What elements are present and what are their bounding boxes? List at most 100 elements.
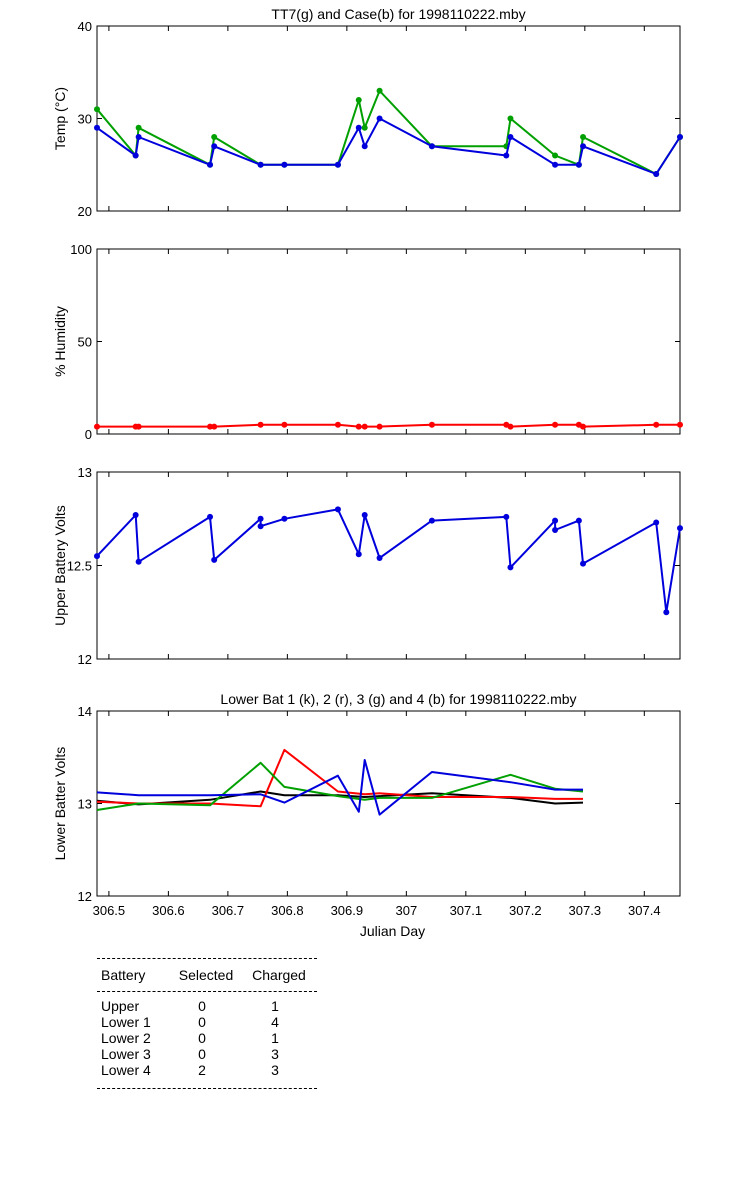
data-point bbox=[663, 609, 670, 616]
plot-frame bbox=[96, 471, 681, 660]
table-divider-bottom bbox=[97, 1088, 317, 1089]
x-tick-label: 306.8 bbox=[271, 903, 304, 918]
row-charged: 1 bbox=[271, 998, 279, 1014]
data-point bbox=[361, 143, 368, 150]
y-tick-label: 20 bbox=[78, 204, 92, 219]
data-point bbox=[361, 423, 368, 430]
data-point bbox=[355, 97, 362, 103]
y-tick-label: 0 bbox=[85, 427, 92, 442]
data-point bbox=[135, 134, 142, 140]
data-point bbox=[94, 553, 100, 560]
humidity-chart: 0 50 100 % Humidity bbox=[52, 242, 683, 442]
table-row: Lower 3 0 3 bbox=[97, 1046, 317, 1062]
data-point bbox=[428, 143, 435, 150]
series-line-green bbox=[96, 89, 681, 175]
y-tick-label: 12.5 bbox=[67, 559, 92, 574]
data-point bbox=[507, 423, 514, 430]
lower-battery-chart: 306.5 306.6 306.7 306.8 306.9 307 307.1 307.2 30… bbox=[52, 691, 681, 939]
data-point bbox=[580, 423, 587, 430]
series-line-red bbox=[97, 423, 680, 428]
data-point bbox=[281, 421, 288, 428]
y-axis-label: % Humidity bbox=[52, 306, 68, 377]
y-tick-label: 12 bbox=[78, 889, 92, 904]
header-selected: Selected bbox=[178, 967, 234, 983]
table-divider-mid bbox=[97, 991, 317, 992]
x-tick-label: 306.7 bbox=[212, 903, 245, 918]
row-charged: 4 bbox=[271, 1014, 279, 1030]
row-battery: Lower 1 bbox=[101, 1014, 151, 1030]
y-tick-label: 30 bbox=[78, 112, 92, 127]
data-point bbox=[428, 421, 435, 428]
series-line-blue bbox=[96, 508, 681, 614]
data-point bbox=[653, 171, 660, 177]
data-point bbox=[257, 515, 264, 522]
y-tick-label: 100 bbox=[70, 242, 92, 257]
data-point bbox=[580, 134, 587, 140]
x-tick-label: 307 bbox=[395, 903, 417, 918]
x-tick-label: 306.9 bbox=[331, 903, 364, 918]
data-point bbox=[135, 124, 142, 131]
data-point bbox=[507, 564, 514, 571]
data-point bbox=[207, 513, 214, 520]
data-point bbox=[552, 526, 559, 533]
data-point bbox=[552, 421, 559, 428]
data-point bbox=[653, 421, 660, 428]
plot-frame bbox=[96, 248, 681, 435]
data-point bbox=[507, 115, 514, 122]
table-body: Upper 0 1 Lower 1 0 4 Lower 2 0 1 Lower … bbox=[97, 992, 317, 1088]
y-axis-label: Upper Battery Volts bbox=[52, 505, 68, 626]
x-tick-label: 307.3 bbox=[569, 903, 602, 918]
series-line-black bbox=[96, 790, 584, 806]
data-point bbox=[94, 106, 100, 113]
data-point bbox=[334, 506, 341, 513]
data-point bbox=[94, 423, 100, 430]
y-axis-label: Temp (°C) bbox=[52, 87, 68, 150]
chart-title: Lower Bat 1 (k), 2 (r), 3 (g) and 4 (b) … bbox=[220, 691, 576, 707]
row-battery: Lower 4 bbox=[101, 1062, 151, 1078]
data-point bbox=[334, 161, 341, 168]
x-tick-label: 306.5 bbox=[93, 903, 126, 918]
row-selected: 0 bbox=[198, 1030, 206, 1046]
y-tick-label: 12 bbox=[78, 652, 92, 667]
series-line-blue bbox=[96, 759, 583, 816]
data-point bbox=[575, 161, 582, 168]
data-point bbox=[580, 143, 587, 150]
series-line-blue bbox=[96, 117, 681, 175]
data-point bbox=[257, 421, 264, 428]
data-point bbox=[211, 143, 218, 150]
x-tick-label: 307.1 bbox=[450, 903, 483, 918]
data-point bbox=[552, 161, 559, 168]
data-point bbox=[677, 525, 683, 532]
data-point bbox=[376, 423, 383, 430]
row-battery: Upper bbox=[101, 998, 140, 1014]
row-battery: Lower 2 bbox=[101, 1030, 151, 1046]
temp-chart: 20 30 40 TT7(g) and Case(b) for 1998110222.… bbox=[52, 6, 683, 219]
y-tick-label: 13 bbox=[78, 797, 92, 812]
row-selected: 0 bbox=[198, 1046, 206, 1062]
data-point bbox=[575, 517, 582, 524]
data-point bbox=[507, 134, 514, 140]
data-point bbox=[207, 161, 214, 168]
data-point bbox=[428, 517, 435, 524]
table-row: Lower 2 0 1 bbox=[97, 1030, 317, 1046]
data-point bbox=[135, 423, 142, 430]
x-tick-label: 307.2 bbox=[509, 903, 542, 918]
data-point bbox=[281, 515, 288, 522]
data-point bbox=[94, 124, 100, 131]
data-point bbox=[580, 560, 587, 567]
x-tick-label: 306.6 bbox=[152, 903, 185, 918]
row-selected: 0 bbox=[198, 1014, 206, 1030]
header-charged: Charged bbox=[252, 967, 306, 983]
data-point bbox=[257, 161, 264, 168]
upper-battery-chart: 12 12.5 13 Upper Battery Volts bbox=[52, 465, 683, 667]
data-point bbox=[132, 152, 139, 159]
y-tick-label: 40 bbox=[78, 19, 92, 34]
x-axis-label: Julian Day bbox=[360, 923, 425, 939]
battery-table: Battery Selected Charged Upper 0 1 Lower… bbox=[97, 958, 317, 1089]
data-point bbox=[503, 513, 510, 520]
row-charged: 3 bbox=[271, 1062, 279, 1078]
data-point bbox=[376, 87, 383, 94]
data-point bbox=[135, 558, 142, 565]
data-point bbox=[211, 556, 218, 563]
